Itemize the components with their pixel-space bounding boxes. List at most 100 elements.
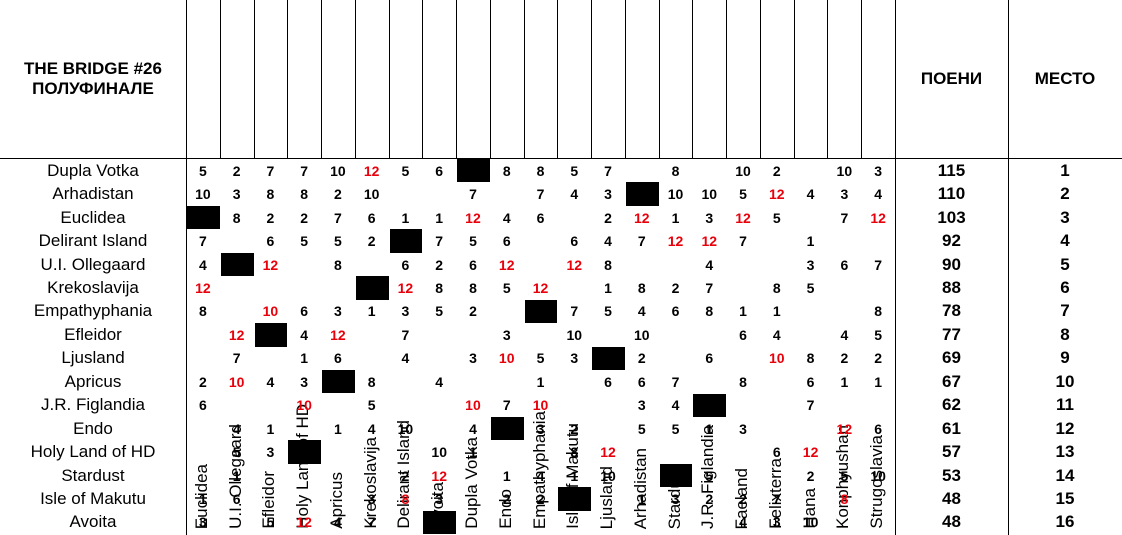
total: 110 <box>937 184 966 204</box>
vote: 1 <box>300 350 309 367</box>
vote: 7 <box>334 209 342 226</box>
header-divider <box>557 0 559 158</box>
vote: 1 <box>874 373 882 390</box>
place: 16 <box>1055 512 1075 532</box>
country: Efleidor <box>64 324 122 344</box>
place: 12 <box>1055 418 1075 438</box>
place: 2 <box>1060 184 1070 204</box>
self-cell <box>625 182 659 206</box>
vote: 8 <box>401 491 410 508</box>
country: Arhadistan <box>52 184 134 204</box>
self-cell <box>592 346 625 371</box>
place: 11 <box>1056 395 1074 415</box>
title: THE BRIDGE #26 ПОЛУФИНАЛЕ <box>0 0 186 158</box>
vote: 5 <box>840 467 849 484</box>
vote: 7 <box>705 279 714 296</box>
country: Ljusland <box>61 348 125 368</box>
vote: 4 <box>502 209 511 226</box>
vote: 6 <box>705 350 714 367</box>
vote: 12 <box>836 420 853 437</box>
vote: 12 <box>532 279 549 296</box>
header-divider <box>253 0 255 158</box>
vote: 10 <box>769 350 785 367</box>
vote: 10 <box>633 326 650 343</box>
vote: 12 <box>633 209 650 226</box>
place: 5 <box>1060 254 1070 274</box>
place: 3 <box>1060 207 1070 227</box>
total: 67 <box>942 371 961 391</box>
header-divider <box>861 0 863 158</box>
vote: 5 <box>739 186 747 203</box>
vote: 8 <box>637 279 646 296</box>
place: 8 <box>1060 324 1070 344</box>
vote: 7 <box>536 186 545 203</box>
vote: 5 <box>401 162 410 179</box>
vote: 5 <box>570 162 579 179</box>
vote: 3 <box>435 491 444 508</box>
total: 61 <box>942 418 961 438</box>
vote: 3 <box>840 186 849 203</box>
vote: 12 <box>228 326 245 343</box>
vote: 12 <box>701 233 718 250</box>
vote: 12 <box>600 444 616 461</box>
vote: 5 <box>705 467 714 484</box>
vote: 12 <box>802 444 819 461</box>
vote: 8 <box>469 279 477 296</box>
vote: 12 <box>870 209 886 226</box>
vote: 7 <box>806 397 815 414</box>
vote: 7 <box>232 350 241 367</box>
header-divider <box>624 0 626 158</box>
vote: 2 <box>705 491 714 508</box>
vote: 12 <box>195 279 211 296</box>
vote: 6 <box>502 233 511 250</box>
total: 48 <box>942 512 961 532</box>
vote: 5 <box>806 279 815 296</box>
total: 69 <box>942 348 961 368</box>
vote: 7 <box>502 397 511 414</box>
vote: 7 <box>739 233 747 250</box>
vote: 12 <box>330 326 346 343</box>
vote: 3 <box>502 326 511 343</box>
vote: 4 <box>772 326 781 343</box>
vote: 6 <box>874 420 882 437</box>
vote: 7 <box>874 256 882 273</box>
vote: 1 <box>739 303 747 320</box>
vote: 5 <box>266 514 275 531</box>
vote: 2 <box>874 350 882 367</box>
vote: 2 <box>637 350 646 367</box>
vote: 3 <box>536 420 545 437</box>
vote: 5 <box>300 233 309 250</box>
vote: 12 <box>667 233 684 250</box>
total: 48 <box>942 489 961 509</box>
vote: 1 <box>266 420 275 437</box>
vote: 4 <box>671 397 680 414</box>
vote: 3 <box>198 514 207 531</box>
vote: 2 <box>266 209 275 226</box>
vote: 8 <box>502 162 511 179</box>
vote: 1 <box>604 279 612 296</box>
header-divider <box>793 0 795 158</box>
self-cell <box>254 323 288 347</box>
self-cell <box>187 205 220 230</box>
country: Holy Land of HD <box>30 442 156 462</box>
header-divider <box>287 0 289 158</box>
country: Stardust <box>61 465 125 485</box>
vote: 8 <box>739 373 747 390</box>
vote: 10 <box>465 397 481 414</box>
vote: 7 <box>435 233 444 250</box>
vote: 8 <box>198 303 207 320</box>
vote: 12 <box>397 279 414 296</box>
vote: 1 <box>536 373 545 390</box>
vote: 10 <box>735 162 751 179</box>
vote: 5 <box>536 350 545 367</box>
vote: 3 <box>705 209 714 226</box>
vote: 1 <box>435 209 444 226</box>
vote: 2 <box>806 467 815 484</box>
vote: 6 <box>469 256 477 273</box>
self-cell <box>322 370 355 394</box>
place: 14 <box>1055 465 1075 485</box>
vote: 6 <box>435 162 444 179</box>
vote: 6 <box>806 373 815 390</box>
vote: 1 <box>502 467 511 484</box>
self-cell <box>693 393 727 417</box>
